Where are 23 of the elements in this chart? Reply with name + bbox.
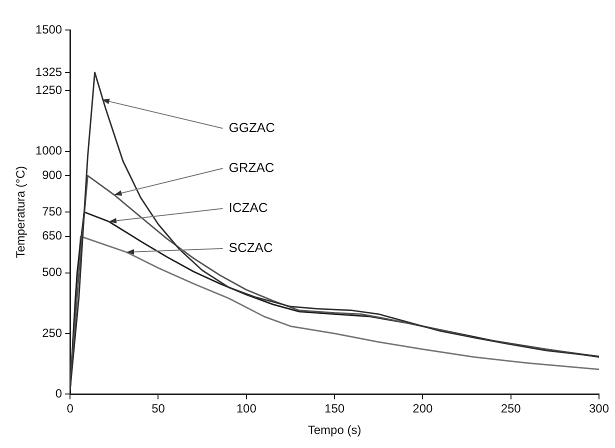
y-tick-label: 1250 — [35, 83, 62, 98]
x-tick-label: 50 — [152, 402, 166, 416]
y-tick-label: 500 — [42, 265, 62, 280]
x-tick-label: 300 — [588, 402, 610, 416]
y-tick-label: 1000 — [35, 144, 62, 158]
y-tick-label: 750 — [42, 204, 62, 218]
annotation: SCZAC — [228, 240, 273, 256]
y-axis-title: Temperatura (°C) — [14, 166, 28, 258]
y-tick-label: 0 — [55, 386, 62, 401]
annotation: ICZAC — [228, 200, 268, 216]
y-tick-label: 250 — [42, 326, 62, 340]
x-tick-label: 0 — [66, 402, 74, 416]
y-tick-label: 1500 — [35, 22, 62, 36]
y-tick-label: 1325 — [35, 64, 62, 79]
annotation: GRZAC — [228, 160, 274, 175]
y-tick-label: 650 — [42, 228, 62, 243]
y-tick-label: 900 — [42, 168, 62, 182]
annotation: GGZAC — [228, 120, 275, 135]
x-tick-label: 100 — [236, 402, 257, 416]
x-tick-label: 250 — [500, 402, 522, 416]
x-tick-label: 200 — [412, 402, 434, 416]
x-axis-title: Tempo (s) — [308, 423, 362, 438]
x-tick-label: 150 — [324, 402, 345, 416]
